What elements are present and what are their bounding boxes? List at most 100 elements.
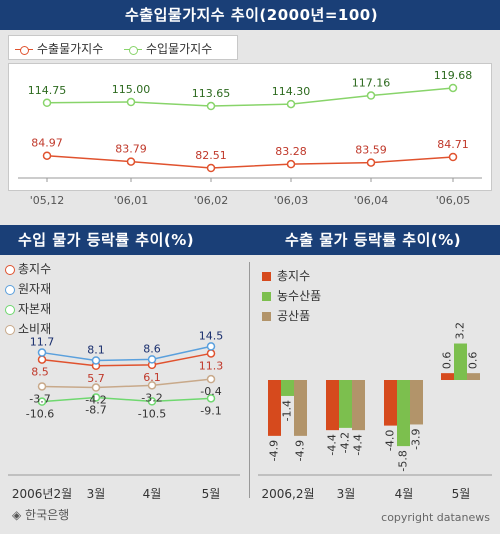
capital-rate-label: -10.6	[26, 408, 54, 421]
legend-item-bar-total: 총지수	[262, 267, 310, 285]
consumer-rate-label: -3.2	[141, 391, 162, 404]
export-index-point	[126, 157, 136, 166]
raw-rate-point	[37, 348, 47, 357]
top-header-band: 수출입물가지수 추이(2000년=100)	[0, 0, 500, 30]
raw-rate-point	[91, 356, 101, 365]
raw-rate-label: 14.5	[199, 329, 224, 342]
legend-bar-industrial-label: 공산품	[277, 309, 311, 323]
legend-item-raw: 원자재	[5, 280, 51, 298]
legend-raw-marker-icon	[5, 284, 15, 295]
right-x-tick-label: 5월	[452, 487, 471, 501]
right-x-tick-label: 4월	[395, 487, 414, 501]
import-index-label: 113.65	[192, 87, 231, 100]
top-legend: 수출물가지수 수입물가지수	[8, 35, 238, 60]
agri-bar-label: -4.2	[339, 432, 352, 453]
consumer-rate-label: -4.2	[85, 394, 106, 407]
capital-rate-point	[91, 393, 101, 402]
import-index-point	[126, 97, 136, 107]
capital-rate-label: -10.5	[138, 407, 166, 420]
legend-export-label: 수출물가지수	[37, 42, 104, 56]
export-rate-title: 수출 물가 등락률 추이(%)	[285, 231, 462, 249]
total-bar-label: -4.4	[326, 434, 339, 455]
export-index-label: 83.28	[275, 145, 307, 158]
capital-rate-point	[147, 397, 157, 406]
agri-bar	[339, 380, 352, 428]
export-index-point	[42, 151, 52, 160]
industrial-bar-label: 0.6	[467, 352, 480, 370]
import-index-point	[206, 101, 216, 111]
import-index-label: 114.30	[272, 85, 311, 98]
left-x-tick-label: 5월	[202, 487, 221, 501]
x-tick-label: '06,01	[114, 194, 149, 207]
legend-capital-label: 자본재	[18, 302, 52, 316]
agri-bar	[454, 343, 467, 380]
x-tick-label: '06,05	[436, 194, 471, 207]
import-index-label: 114.75	[28, 84, 67, 97]
industrial-bar-label: -4.9	[294, 440, 307, 461]
export-index-label: 84.97	[31, 137, 63, 150]
index-line-chart: '05,12 '06,01 '06,02 '06,03 '06,04 '06,05 84.9…	[18, 69, 482, 207]
total-rate-label: 8.5	[31, 366, 49, 379]
consumer-rate-point	[91, 383, 101, 392]
import-rate-title: 수입 물가 등락률 추이(%)	[18, 231, 195, 249]
consumer-rate-point	[37, 382, 47, 391]
total-rate-point	[206, 349, 216, 358]
import-index-point	[448, 83, 458, 93]
agri-bar-label: -1.4	[281, 400, 294, 421]
industrial-bar	[294, 380, 307, 436]
legend-bar-total-swatch	[262, 272, 271, 281]
total-rate-label: 5.7	[87, 372, 105, 385]
import-index-label: 117.16	[352, 77, 391, 90]
total-bar	[326, 380, 339, 431]
agri-bar-label: -5.8	[397, 450, 410, 471]
copyright-text: copyright datanews	[381, 511, 490, 524]
total-rate-line	[41, 352, 212, 367]
total-bar-label: 0.6	[441, 352, 454, 370]
raw-rate-point	[147, 355, 157, 364]
index-chart-panel	[8, 63, 492, 191]
x-tick-label: '06,03	[274, 194, 309, 207]
total-rate-label: 6.1	[143, 371, 161, 384]
capital-rate-label: -8.7	[85, 403, 106, 416]
capital-rate-line	[41, 396, 212, 403]
export-index-label: 84.71	[437, 138, 469, 151]
legend-consumer-marker-icon	[5, 324, 15, 335]
total-rate-label: 11.3	[199, 359, 224, 372]
industrial-bar-label: -4.4	[352, 434, 365, 455]
raw-rate-label: 8.6	[143, 342, 161, 355]
legend-import-label: 수입물가지수	[146, 42, 213, 56]
consumer-rate-point	[206, 374, 216, 384]
raw-rate-line	[41, 345, 212, 362]
export-index-point	[366, 158, 376, 167]
import-index-label: 115.00	[112, 83, 151, 96]
export-index-label: 83.79	[115, 143, 147, 156]
x-tick-label: '06,04	[354, 194, 389, 207]
legend-item-consumer: 소비재	[5, 320, 51, 338]
x-tick-label: '05,12	[30, 194, 65, 207]
consumer-rate-point	[147, 381, 157, 390]
raw-rate-label: 8.1	[87, 343, 105, 356]
main-title: 수출입물가지수 추이(2000년=100)	[125, 6, 379, 24]
legend-import-marker-icon	[124, 44, 142, 56]
export-legend: 총지수 농수산품 공산품	[262, 265, 372, 330]
industrial-bar	[352, 380, 365, 431]
legend-item-export: 수출물가지수	[15, 40, 103, 57]
import-index-point	[286, 99, 296, 109]
legend-total-label: 총지수	[18, 262, 52, 276]
import-index-line	[46, 87, 454, 107]
capital-rate-point	[206, 394, 216, 403]
total-rate-point	[37, 355, 47, 364]
export-index-point	[206, 163, 216, 173]
import-legend: 총지수 원자재 자본재 소비재	[5, 258, 60, 338]
agri-bar	[397, 380, 410, 447]
consumer-rate-label: -3.7	[29, 392, 50, 405]
agri-bar-label: 3.2	[454, 322, 467, 340]
right-x-tick-label: 2006,2월	[261, 487, 314, 501]
legend-item-capital: 자본재	[5, 300, 51, 318]
legend-capital-marker-icon	[5, 304, 15, 315]
legend-item-import: 수입물가지수	[124, 40, 212, 57]
left-x-tick-label: 3월	[87, 487, 106, 501]
raw-rate-point	[206, 342, 216, 351]
legend-total-marker-icon	[5, 264, 15, 275]
total-bar-label: -4.0	[384, 430, 397, 451]
